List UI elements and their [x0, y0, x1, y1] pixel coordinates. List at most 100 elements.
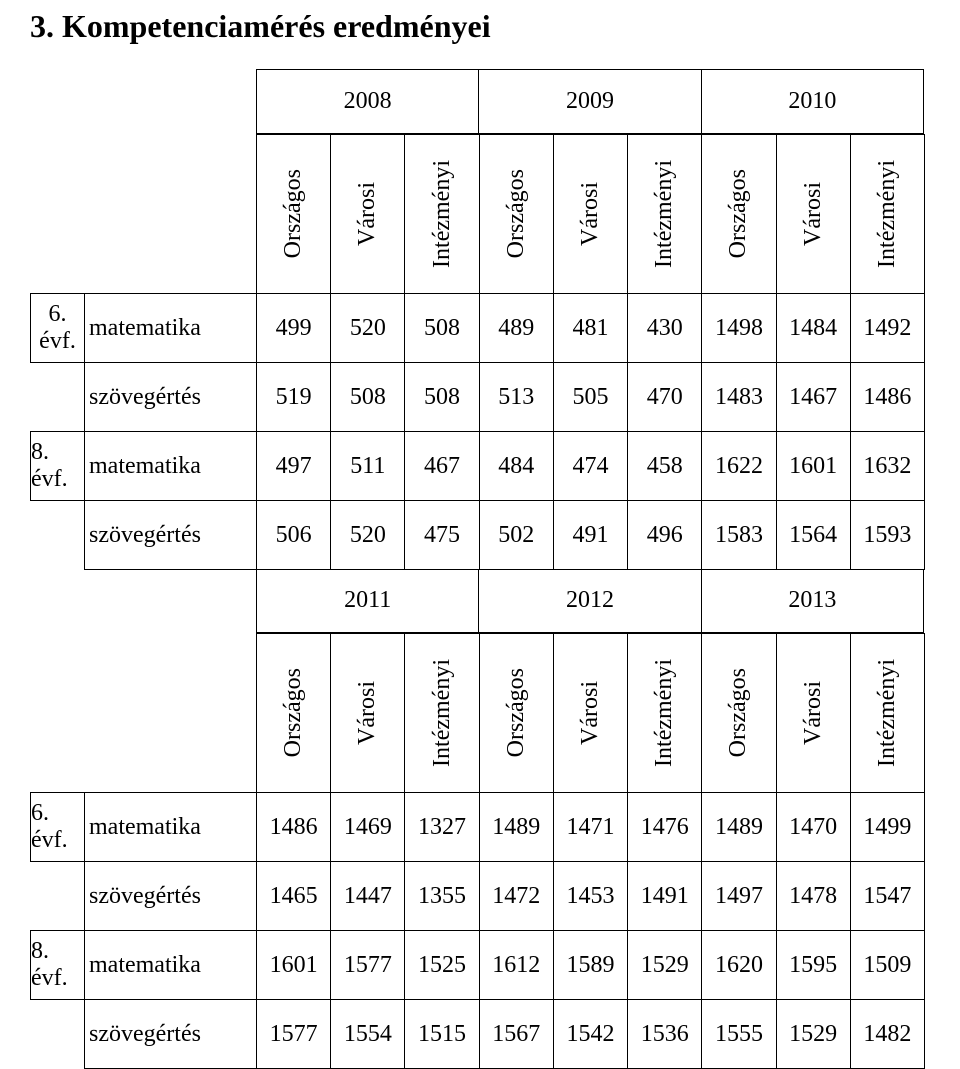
- cell: 1601: [776, 431, 851, 501]
- col-header: Országos: [701, 633, 776, 793]
- cell: 458: [627, 431, 702, 501]
- cell: 1593: [850, 500, 925, 570]
- cell: 1525: [404, 930, 479, 1000]
- spacer: [30, 500, 85, 570]
- col-header: Intézményi: [627, 633, 702, 793]
- cell: 1491: [627, 861, 702, 931]
- cell: 1554: [330, 999, 405, 1069]
- cell: 1469: [330, 792, 405, 862]
- row-label: szövegértés: [84, 861, 257, 931]
- year-cell: 2013: [702, 569, 924, 633]
- col-header: Városi: [776, 134, 851, 294]
- row-label: szövegértés: [84, 999, 257, 1069]
- col-header: Országos: [256, 633, 331, 793]
- cell: 1577: [330, 930, 405, 1000]
- page-title: 3. Kompetenciamérés eredményei: [30, 0, 930, 45]
- cell: 1498: [701, 293, 776, 363]
- cell: 1499: [850, 792, 925, 862]
- col-header: Intézményi: [404, 633, 479, 793]
- cell: 506: [256, 500, 331, 570]
- cell: 1355: [404, 861, 479, 931]
- cell: 1489: [479, 792, 554, 862]
- cell: 1327: [404, 792, 479, 862]
- cell: 1555: [701, 999, 776, 1069]
- cell: 1589: [553, 930, 628, 1000]
- cell: 1622: [701, 431, 776, 501]
- cell: 1470: [776, 792, 851, 862]
- cell: 511: [330, 431, 405, 501]
- cell: 474: [553, 431, 628, 501]
- col-header: Országos: [479, 633, 554, 793]
- cell: 1478: [776, 861, 851, 931]
- cell: 508: [404, 293, 479, 363]
- cell: 1612: [479, 930, 554, 1000]
- spacer: [30, 362, 85, 432]
- cell: 1467: [776, 362, 851, 432]
- cell: 1497: [701, 861, 776, 931]
- cell: 497: [256, 431, 331, 501]
- col-header: Országos: [256, 134, 331, 294]
- cell: 1476: [627, 792, 702, 862]
- cell: 1482: [850, 999, 925, 1069]
- spacer: [30, 633, 85, 793]
- col-header: Intézményi: [850, 633, 925, 793]
- cell: 496: [627, 500, 702, 570]
- col-header: Országos: [479, 134, 554, 294]
- row-label: szövegértés: [84, 362, 257, 432]
- cell: 1447: [330, 861, 405, 931]
- cell: 489: [479, 293, 554, 363]
- cell: 1620: [701, 930, 776, 1000]
- row-label: matematika: [84, 792, 257, 862]
- cell: 1472: [479, 861, 554, 931]
- year-cell: 2011: [256, 569, 479, 633]
- cell: 499: [256, 293, 331, 363]
- spacer: [30, 999, 85, 1069]
- table-block-1: 2008 2009 2010 Országos Városi Intézmény…: [30, 69, 930, 569]
- cell: 481: [553, 293, 628, 363]
- cell: 1529: [776, 999, 851, 1069]
- row-label: matematika: [84, 431, 257, 501]
- cell: 508: [330, 362, 405, 432]
- col-header: Intézményi: [850, 134, 925, 294]
- cell: 1509: [850, 930, 925, 1000]
- grade-label-8: 8. évf.: [30, 431, 85, 501]
- cell: 1483: [701, 362, 776, 432]
- cell: 1601: [256, 930, 331, 1000]
- cell: 1632: [850, 431, 925, 501]
- cell: 508: [404, 362, 479, 432]
- cell: 1547: [850, 861, 925, 931]
- col-header: Városi: [553, 633, 628, 793]
- cell: 1595: [776, 930, 851, 1000]
- cell: 520: [330, 293, 405, 363]
- cell: 1567: [479, 999, 554, 1069]
- year-header-row-2: 2011 2012 2013: [256, 569, 924, 633]
- grade-label-6: 6. évf.: [30, 792, 85, 862]
- cell: 1484: [776, 293, 851, 363]
- year-cell: 2010: [702, 69, 924, 134]
- table-grid-2: Országos Városi Intézményi Országos Váro…: [30, 633, 924, 1068]
- cell: 430: [627, 293, 702, 363]
- cell: 484: [479, 431, 554, 501]
- cell: 1577: [256, 999, 331, 1069]
- year-cell: 2012: [479, 569, 701, 633]
- spacer: [84, 134, 257, 294]
- cell: 502: [479, 500, 554, 570]
- cell: 1486: [256, 792, 331, 862]
- cell: 519: [256, 362, 331, 432]
- spacer: [84, 633, 257, 793]
- cell: 491: [553, 500, 628, 570]
- row-label: matematika: [84, 930, 257, 1000]
- grade-label-8: 8. évf.: [30, 930, 85, 1000]
- grade-label-6: 6. évf.: [30, 293, 85, 363]
- row-label: szövegértés: [84, 500, 257, 570]
- cell: 1486: [850, 362, 925, 432]
- spacer: [30, 861, 85, 931]
- col-header: Intézményi: [404, 134, 479, 294]
- spacer: [30, 134, 85, 294]
- year-cell: 2008: [256, 69, 479, 134]
- cell: 1529: [627, 930, 702, 1000]
- col-header: Városi: [330, 633, 405, 793]
- table-grid-1: Országos Városi Intézményi Országos Váro…: [30, 134, 924, 569]
- cell: 1583: [701, 500, 776, 570]
- cell: 1515: [404, 999, 479, 1069]
